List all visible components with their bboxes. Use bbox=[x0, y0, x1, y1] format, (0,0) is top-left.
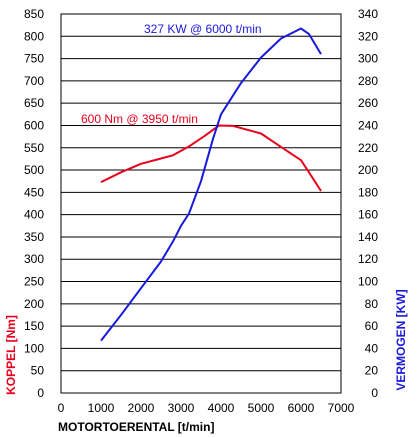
left-tick-label: 250 bbox=[24, 275, 44, 289]
torque-annotation: 600 Nm @ 3950 t/min bbox=[81, 112, 198, 126]
x-tick-label: 4000 bbox=[208, 401, 235, 415]
left-tick-label: 850 bbox=[24, 7, 44, 21]
x-axis-title: MOTORTOERENTAL [t/min] bbox=[58, 420, 214, 434]
right-tick-label: 100 bbox=[358, 275, 378, 289]
right-tick-label: 60 bbox=[365, 319, 379, 333]
right-tick-label: 200 bbox=[358, 163, 378, 177]
left-tick-label: 100 bbox=[24, 341, 44, 355]
x-tick-label: 1000 bbox=[88, 401, 115, 415]
right-tick-label: 340 bbox=[358, 7, 378, 21]
left-tick-label: 550 bbox=[24, 141, 44, 155]
right-tick-label: 40 bbox=[365, 341, 379, 355]
left-tick-label: 700 bbox=[24, 74, 44, 88]
plot-frame bbox=[60, 13, 342, 394]
left-tick-label: 500 bbox=[24, 163, 44, 177]
left-tick-label: 750 bbox=[24, 52, 44, 66]
x-tick-label: 7000 bbox=[328, 401, 355, 415]
grid-lines bbox=[61, 35, 341, 372]
left-tick-label: 150 bbox=[24, 319, 44, 333]
x-axis-ticks: 0 1000 2000 3000 4000 5000 6000 7000 bbox=[58, 401, 355, 415]
right-tick-label: 180 bbox=[358, 185, 378, 199]
right-tick-label: 220 bbox=[358, 141, 378, 155]
right-tick-label: 20 bbox=[365, 364, 379, 378]
left-axis-ticks: 0 50 100 150 200 250 300 350 400 450 500 550 600 650 7… bbox=[24, 7, 44, 400]
series-lines bbox=[100, 27, 322, 342]
power-annotation: 327 KW @ 6000 t/min bbox=[144, 22, 262, 36]
x-tick-label: 2000 bbox=[128, 401, 155, 415]
right-tick-label: 280 bbox=[358, 74, 378, 88]
right-tick-label: 320 bbox=[358, 29, 378, 43]
right-axis-ticks: 0 20 40 60 80 100 120 140 160 180 200 220 240 260 280 3… bbox=[358, 7, 378, 400]
left-tick-label: 650 bbox=[24, 96, 44, 110]
right-tick-label: 120 bbox=[358, 252, 378, 266]
power-line bbox=[100, 27, 322, 342]
left-tick-label: 0 bbox=[37, 386, 44, 400]
left-tick-label: 450 bbox=[24, 185, 44, 199]
right-tick-label: 300 bbox=[358, 52, 378, 66]
left-tick-label: 50 bbox=[31, 364, 45, 378]
x-tick-label: 6000 bbox=[288, 401, 315, 415]
left-tick-label: 300 bbox=[24, 252, 44, 266]
right-tick-label: 260 bbox=[358, 96, 378, 110]
left-tick-label: 600 bbox=[24, 118, 44, 132]
right-tick-label: 140 bbox=[358, 230, 378, 244]
x-tick-label: 5000 bbox=[248, 401, 275, 415]
x-tick-label: 0 bbox=[58, 401, 65, 415]
left-tick-label: 200 bbox=[24, 297, 44, 311]
x-tick-label: 3000 bbox=[168, 401, 195, 415]
series-annotations: 600 Nm @ 3950 t/min 327 KW @ 6000 t/min bbox=[81, 22, 262, 126]
right-axis-title: VERMOGEN [KW] bbox=[394, 289, 408, 390]
right-tick-label: 80 bbox=[365, 297, 379, 311]
right-tick-label: 240 bbox=[358, 118, 378, 132]
torque-line bbox=[100, 124, 322, 192]
right-tick-label: 0 bbox=[371, 386, 378, 400]
left-tick-label: 800 bbox=[24, 29, 44, 43]
left-tick-label: 350 bbox=[24, 230, 44, 244]
right-tick-label: 160 bbox=[358, 208, 378, 222]
left-tick-label: 400 bbox=[24, 208, 44, 222]
left-axis-title: KOPPEL [Nm] bbox=[4, 315, 18, 395]
